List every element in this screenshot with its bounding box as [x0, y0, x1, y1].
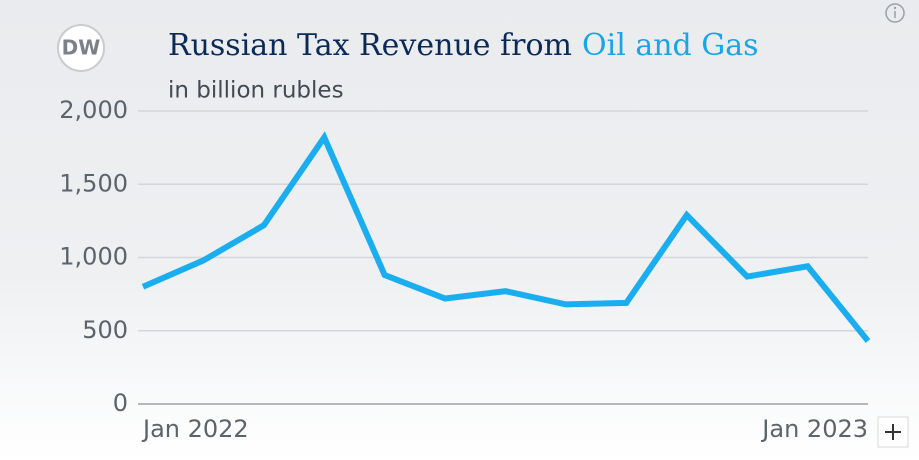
expand-button[interactable] — [877, 416, 909, 448]
y-tick-label: 1,500 — [59, 169, 128, 197]
y-tick-label: 0 — [113, 389, 128, 417]
chart-title: Russian Tax Revenue from Oil and Gas — [168, 28, 759, 63]
title-highlight: Oil and Gas — [582, 28, 759, 63]
info-icon[interactable] — [885, 3, 905, 23]
logo: DW — [57, 24, 105, 72]
data-line — [141, 131, 871, 343]
x-tick-label: Jan 2023 — [760, 415, 868, 443]
title-main: Russian Tax Revenue from — [168, 28, 572, 63]
y-tick-label: 2,000 — [59, 96, 128, 124]
x-tick-label: Jan 2022 — [141, 415, 249, 443]
y-tick-label: 500 — [82, 316, 128, 344]
logo-text: DW — [62, 36, 101, 60]
y-tick-label: 1,000 — [59, 243, 128, 271]
subtitle: in billion rubles — [168, 78, 344, 104]
